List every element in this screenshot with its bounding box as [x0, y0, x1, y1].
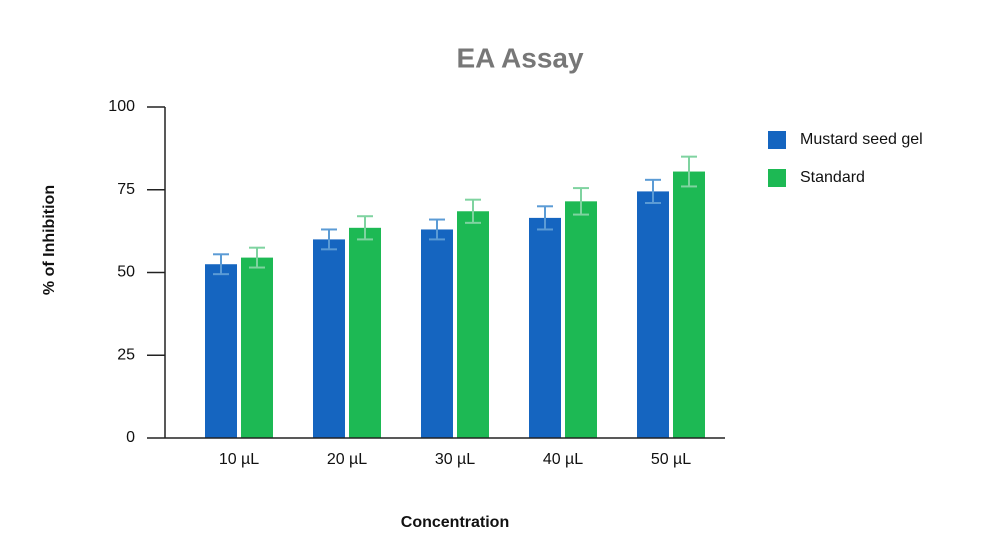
legend-label: Mustard seed gel	[800, 131, 923, 148]
y-tick-label: 75	[117, 181, 135, 198]
x-tick-label: 50 µL	[651, 451, 691, 468]
legend-swatch	[768, 169, 786, 187]
x-axis-label: Concentration	[401, 514, 509, 531]
error-bar	[249, 246, 265, 269]
x-tick-label: 30 µL	[435, 451, 475, 468]
chart-title: EA Assay	[456, 42, 584, 73]
y-axis-label: % of Inhibition	[41, 185, 58, 295]
y-tick-label: 100	[108, 98, 135, 115]
y-tick-label: 25	[117, 346, 135, 363]
bar	[637, 191, 669, 438]
x-tick-label: 10 µL	[219, 451, 259, 468]
bar	[565, 201, 597, 438]
x-tick-label: 40 µL	[543, 451, 583, 468]
error-bar	[213, 253, 229, 276]
y-tick-label: 0	[126, 429, 135, 446]
error-bar	[429, 218, 445, 241]
bar	[421, 229, 453, 438]
bar	[241, 257, 273, 438]
bar	[349, 227, 381, 438]
bar	[205, 264, 237, 438]
legend-swatch	[768, 131, 786, 149]
bar	[313, 239, 345, 438]
bar	[673, 171, 705, 439]
error-bar	[465, 198, 481, 224]
error-bar	[645, 178, 661, 204]
error-bar	[681, 155, 697, 188]
y-tick-label: 50	[117, 264, 135, 281]
bar	[529, 217, 561, 438]
x-tick-label: 20 µL	[327, 451, 367, 468]
error-bar	[321, 228, 337, 251]
error-bar	[537, 205, 553, 231]
error-bar	[573, 187, 589, 216]
error-bar	[357, 215, 373, 241]
legend-label: Standard	[800, 169, 865, 186]
bar	[457, 211, 489, 438]
